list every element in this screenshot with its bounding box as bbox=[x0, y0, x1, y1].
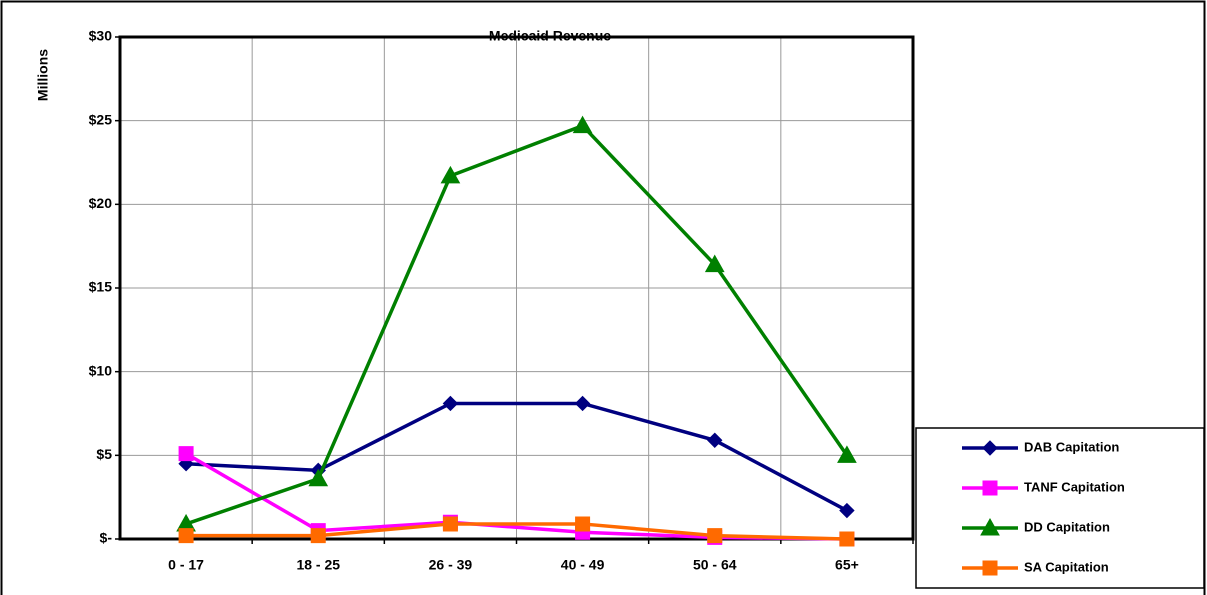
legend-label: DAB Capitation bbox=[1024, 439, 1119, 454]
data-point bbox=[707, 528, 723, 544]
data-point bbox=[707, 432, 723, 448]
x-tick-label: 40 - 49 bbox=[561, 557, 605, 573]
x-tick-label: 18 - 25 bbox=[296, 557, 340, 573]
legend-label: DD Capitation bbox=[1024, 519, 1110, 534]
data-point bbox=[839, 531, 855, 547]
data-point bbox=[837, 445, 857, 463]
data-point bbox=[442, 516, 458, 532]
legend-label: SA Capitation bbox=[1024, 559, 1109, 574]
chart-title: Medicaid Revenue bbox=[489, 28, 611, 44]
y-tick-label: $15 bbox=[89, 279, 113, 295]
y-tick-label: $20 bbox=[89, 195, 113, 211]
legend-marker bbox=[982, 480, 998, 496]
data-point bbox=[704, 254, 725, 273]
x-tick-label: 65+ bbox=[835, 557, 859, 573]
series-line bbox=[185, 401, 848, 513]
y-tick-label: $10 bbox=[89, 362, 113, 378]
x-tick-label: 26 - 39 bbox=[429, 557, 473, 573]
x-tick-label: 0 - 17 bbox=[168, 557, 204, 573]
data-point bbox=[575, 516, 591, 532]
legend-label: TANF Capitation bbox=[1024, 479, 1125, 494]
legend-marker bbox=[980, 517, 1000, 536]
y-axis-title: Millions bbox=[35, 49, 51, 101]
y-tick-label: $- bbox=[100, 530, 113, 546]
legend-marker bbox=[982, 440, 998, 456]
data-point bbox=[574, 395, 591, 412]
series-line bbox=[185, 123, 849, 526]
series-line bbox=[186, 522, 847, 541]
data-point bbox=[178, 528, 194, 544]
legend-marker bbox=[982, 560, 998, 576]
y-tick-label: $30 bbox=[89, 28, 113, 44]
data-point bbox=[572, 115, 593, 134]
grid bbox=[120, 36, 913, 540]
data-point bbox=[178, 446, 194, 462]
data-point bbox=[839, 502, 855, 519]
x-tick-label: 50 - 64 bbox=[693, 557, 737, 573]
data-point bbox=[308, 468, 329, 487]
y-tick-label: $5 bbox=[96, 446, 112, 462]
data-point bbox=[440, 165, 461, 184]
legend bbox=[915, 427, 1205, 589]
data-point bbox=[310, 528, 326, 544]
data-point bbox=[442, 395, 459, 412]
y-tick-label: $25 bbox=[89, 111, 113, 127]
